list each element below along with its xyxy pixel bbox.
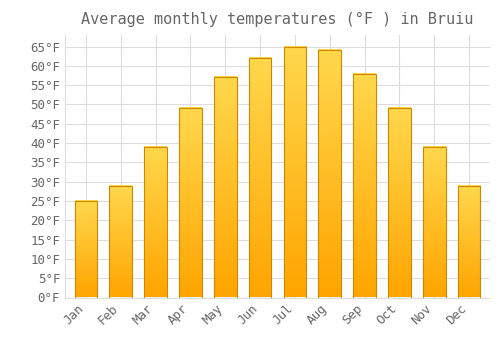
Bar: [249, 58, 272, 298]
Bar: [284, 47, 306, 298]
Bar: [318, 50, 341, 298]
Bar: [179, 108, 202, 298]
Bar: [354, 74, 376, 298]
Bar: [74, 201, 97, 298]
Bar: [110, 186, 132, 298]
Title: Average monthly temperatures (°F ) in Bruiu: Average monthly temperatures (°F ) in Br…: [82, 12, 473, 27]
Bar: [214, 77, 236, 298]
Bar: [388, 108, 410, 298]
Bar: [458, 186, 480, 298]
Bar: [423, 147, 446, 298]
Bar: [144, 147, 167, 298]
